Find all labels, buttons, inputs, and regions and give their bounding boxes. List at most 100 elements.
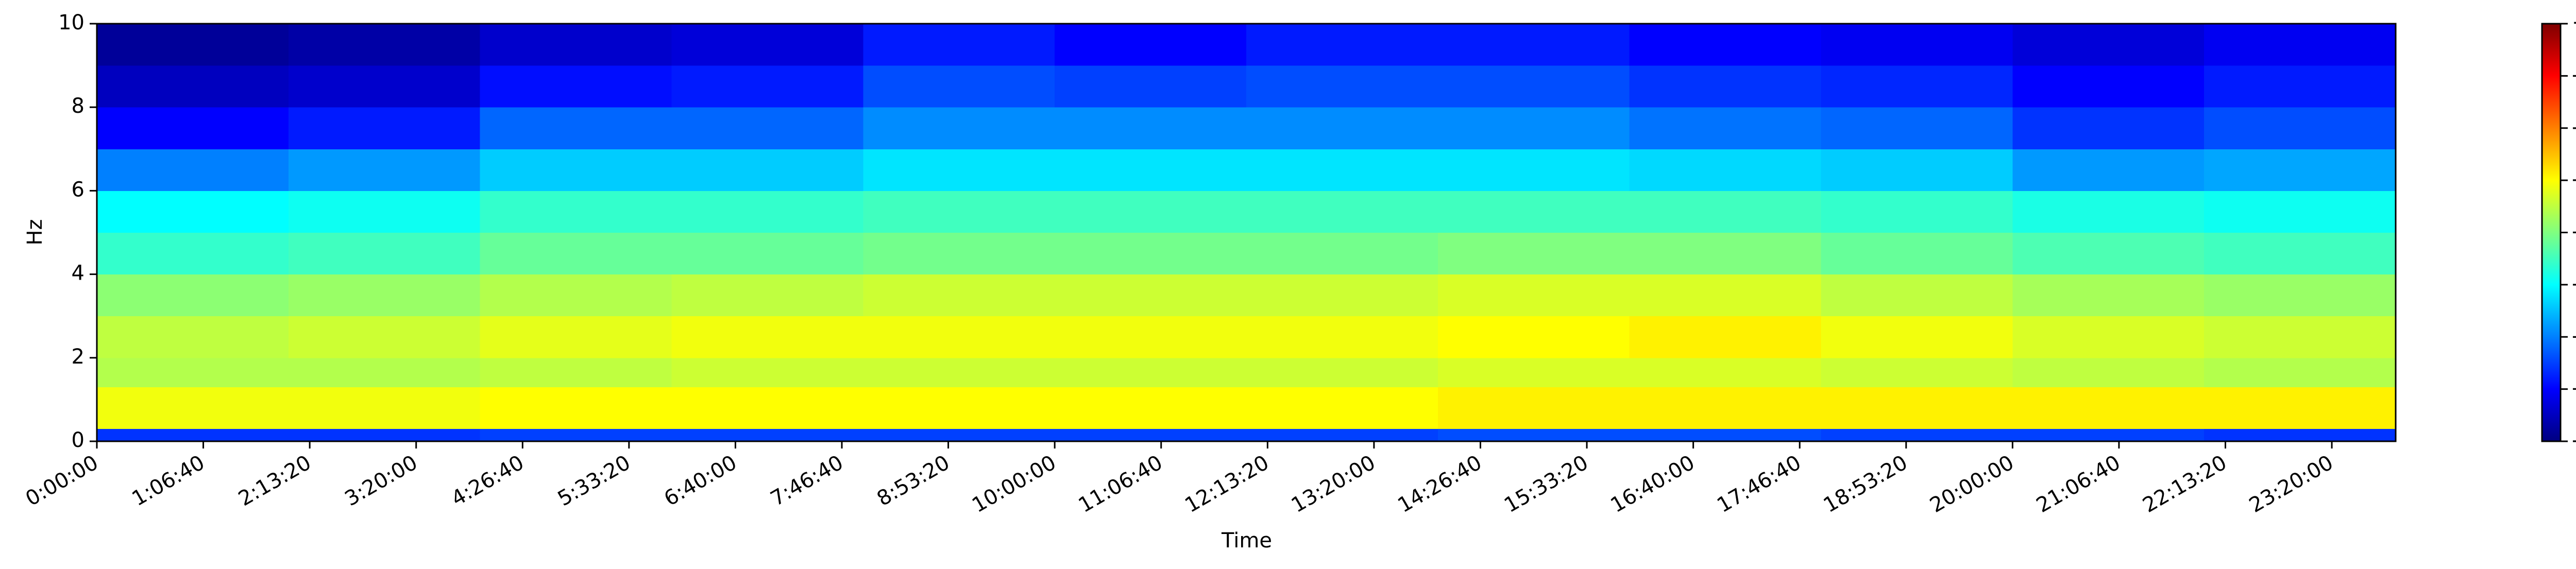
heatmap-cell xyxy=(671,357,863,388)
y-tick-label: 0 xyxy=(72,428,84,452)
heatmap-cell xyxy=(2204,387,2396,429)
x-tick-label: 13:20:00 xyxy=(1287,451,1380,518)
heatmap-cell xyxy=(1821,316,2013,358)
heatmap-cell xyxy=(1437,107,1630,149)
heatmap-cell xyxy=(2012,428,2205,442)
x-tick-label: 18:53:20 xyxy=(1820,451,1912,518)
colorbar-tick-label: -60 dB xyxy=(2572,324,2576,348)
x-tick-label: 2:13:20 xyxy=(234,451,315,511)
heatmap-cell xyxy=(863,232,1055,275)
heatmap-cell xyxy=(1246,65,1438,108)
heatmap-cell xyxy=(97,191,289,233)
heatmap-cell xyxy=(97,107,289,149)
heatmap-cell xyxy=(2204,274,2396,317)
heatmap-cell xyxy=(1246,316,1438,358)
heatmap-cell xyxy=(2204,316,2396,358)
x-tick-label: 10:00:00 xyxy=(968,451,1060,518)
heatmap-cell xyxy=(288,428,481,442)
heatmap-cell xyxy=(1821,232,2013,275)
colorbar-tick-label: +0 dB xyxy=(2572,11,2576,35)
heatmap-cell xyxy=(1437,357,1630,388)
heatmap-cell xyxy=(288,65,481,108)
colorbar-tick-label: -10 dB xyxy=(2572,63,2576,87)
colorbar-tick-label: -30 dB xyxy=(2572,167,2576,191)
plot-frame xyxy=(96,23,2397,442)
heatmap-cell xyxy=(1437,316,1630,358)
heatmap-cell xyxy=(1437,232,1630,275)
heatmap-cell xyxy=(480,149,672,191)
heatmap xyxy=(97,24,2396,442)
heatmap-cell xyxy=(1629,191,1821,233)
heatmap-cell xyxy=(480,24,672,66)
heatmap-cell xyxy=(1821,387,2013,429)
colorbar xyxy=(2541,23,2562,442)
colorbar-tick-label: -20 dB xyxy=(2572,115,2576,139)
heatmap-cell xyxy=(97,428,289,442)
x-tick-label: 14:26:40 xyxy=(1394,451,1486,518)
x-tick-label: 6:40:00 xyxy=(660,451,741,511)
heatmap-cell xyxy=(1821,65,2013,108)
heatmap-cell xyxy=(97,232,289,275)
heatmap-cell xyxy=(1246,191,1438,233)
heatmap-cell xyxy=(2204,428,2396,442)
heatmap-cell xyxy=(2012,107,2205,149)
heatmap-cell xyxy=(97,274,289,317)
heatmap-cell xyxy=(1821,274,2013,317)
heatmap-cell xyxy=(1246,428,1438,442)
x-tick-label: 20:00:00 xyxy=(1926,451,2018,518)
heatmap-cell xyxy=(1629,149,1821,191)
heatmap-cell xyxy=(2012,191,2205,233)
heatmap-cell xyxy=(480,191,672,233)
heatmap-cell xyxy=(2012,357,2205,388)
heatmap-cell xyxy=(1629,232,1821,275)
heatmap-cell xyxy=(671,24,863,66)
heatmap-cell xyxy=(671,316,863,358)
colorbar-tick-label: -40 dB xyxy=(2572,220,2576,244)
heatmap-cell xyxy=(1437,149,1630,191)
heatmap-cell xyxy=(863,149,1055,191)
heatmap-cell xyxy=(1629,24,1821,66)
heatmap-cell xyxy=(1437,428,1630,442)
heatmap-cell xyxy=(1437,191,1630,233)
heatmap-cell xyxy=(671,428,863,442)
heatmap-cell xyxy=(2012,24,2205,66)
heatmap-cell xyxy=(1629,107,1821,149)
heatmap-cell xyxy=(863,357,1055,388)
heatmap-cell xyxy=(671,65,863,108)
heatmap-cell xyxy=(1437,387,1630,429)
heatmap-cell xyxy=(480,107,672,149)
heatmap-cell xyxy=(97,357,289,388)
heatmap-cell xyxy=(1821,107,2013,149)
heatmap-cell xyxy=(1246,107,1438,149)
heatmap-cell xyxy=(97,387,289,429)
heatmap-cell xyxy=(1055,191,1247,233)
heatmap-cell xyxy=(288,107,481,149)
heatmap-cell xyxy=(480,387,672,429)
heatmap-cell xyxy=(2204,191,2396,233)
heatmap-cell xyxy=(1055,65,1247,108)
heatmap-cell xyxy=(480,316,672,358)
heatmap-cell xyxy=(1821,191,2013,233)
heatmap-cell xyxy=(97,316,289,358)
x-tick-label: 12:13:20 xyxy=(1181,451,1273,518)
y-tick-label: 10 xyxy=(58,11,84,35)
heatmap-cell xyxy=(2012,274,2205,317)
heatmap-cell xyxy=(480,232,672,275)
heatmap-cell xyxy=(2204,107,2396,149)
heatmap-cell xyxy=(1821,428,2013,442)
heatmap-cell xyxy=(1055,149,1247,191)
heatmap-cell xyxy=(863,428,1055,442)
heatmap-cell xyxy=(863,65,1055,108)
heatmap-cell xyxy=(1055,24,1247,66)
x-tick-label: 17:46:40 xyxy=(1713,451,1805,518)
x-tick-label: 4:26:40 xyxy=(447,451,528,511)
heatmap-cell xyxy=(1821,357,2013,388)
x-tick-label: 23:20:00 xyxy=(2245,451,2337,518)
heatmap-cell xyxy=(1437,24,1630,66)
heatmap-cell xyxy=(1629,428,1821,442)
heatmap-cell xyxy=(2204,149,2396,191)
heatmap-cell xyxy=(1629,274,1821,317)
heatmap-cell xyxy=(288,357,481,388)
heatmap-cell xyxy=(288,274,481,317)
x-axis-label: Time xyxy=(1221,529,1272,553)
